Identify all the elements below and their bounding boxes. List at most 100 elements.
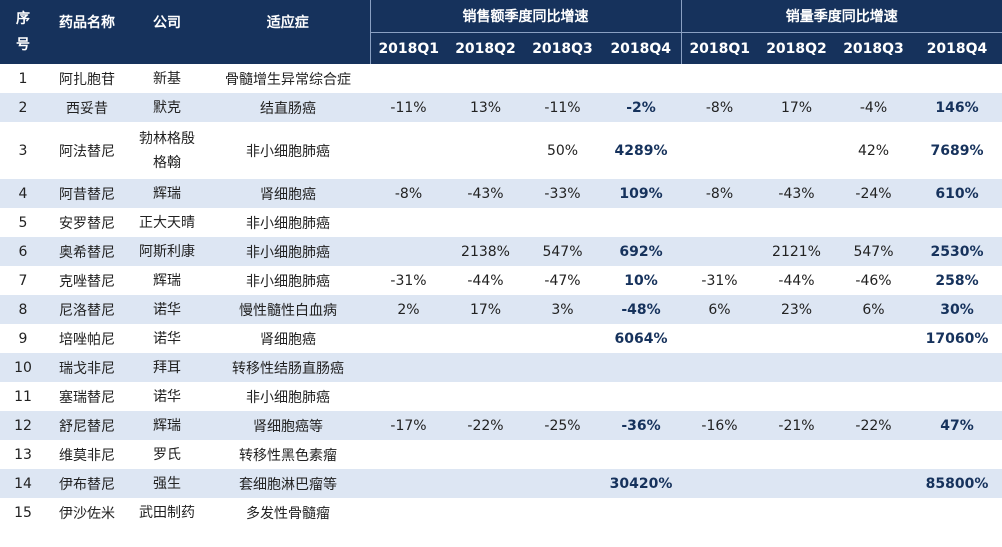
volume-growth-cell: -31%: [681, 266, 758, 295]
sales-growth-cell: [524, 64, 601, 93]
sales-growth-cell: -17%: [370, 411, 447, 440]
volume-growth-cell: [758, 353, 835, 382]
sales-growth-cell: 10%: [601, 266, 681, 295]
sales-growth-cell: [370, 382, 447, 411]
seq-cell: 13: [0, 440, 46, 469]
company-cell: 拜耳: [128, 353, 206, 382]
volume-growth-cell: -21%: [758, 411, 835, 440]
sales-growth-cell: -43%: [447, 179, 524, 208]
volume-growth-cell: [835, 353, 912, 382]
volume-growth-cell: [758, 440, 835, 469]
volume-growth-cell: [835, 382, 912, 411]
seq-cell: 4: [0, 179, 46, 208]
volume-growth-cell: [681, 324, 758, 353]
volume-growth-cell: 30%: [912, 295, 1002, 324]
volume-growth-cell: 6%: [681, 295, 758, 324]
company-cell: 辉瑞: [128, 179, 206, 208]
volume-growth-cell: 6%: [835, 295, 912, 324]
company-cell: 辉瑞: [128, 266, 206, 295]
sales-growth-cell: -11%: [524, 93, 601, 122]
volume-growth-cell: [835, 208, 912, 237]
volume-growth-cell: 258%: [912, 266, 1002, 295]
volume-growth-cell: 2530%: [912, 237, 1002, 266]
drug-name-cell: 伊沙佐米: [46, 498, 128, 527]
sales-growth-cell: -8%: [370, 179, 447, 208]
drug-growth-table: 序 号 药品名称 公司 适应症 销售额季度同比增速 销量季度同比增速 2018Q…: [0, 0, 1002, 527]
volume-growth-cell: -24%: [835, 179, 912, 208]
volume-growth-cell: [835, 469, 912, 498]
table-row: 4 阿昔替尼 辉瑞 肾细胞癌 -8% -43% -33% 109% -8% -43% -24% 610…: [0, 179, 1002, 208]
sales-growth-cell: [447, 353, 524, 382]
sales-growth-cell: 547%: [524, 237, 601, 266]
volume-growth-cell: [681, 208, 758, 237]
sales-growth-cell: 6064%: [601, 324, 681, 353]
volume-growth-cell: [835, 440, 912, 469]
sales-growth-cell: [370, 64, 447, 93]
sales-growth-cell: -11%: [370, 93, 447, 122]
header-volume-growth: 销量季度同比增速: [680, 0, 1002, 33]
indication-cell: 非小细胞肺癌: [206, 122, 370, 179]
drug-name-cell: 塞瑞替尼: [46, 382, 128, 411]
volume-growth-cell: [835, 64, 912, 93]
company-cell: 诺华: [128, 295, 206, 324]
indication-cell: 多发性骨髓瘤: [206, 498, 370, 527]
volume-growth-cell: [758, 64, 835, 93]
volume-growth-cell: [681, 440, 758, 469]
drug-name-cell: 伊布替尼: [46, 469, 128, 498]
volume-growth-cell: -22%: [835, 411, 912, 440]
sales-growth-cell: [524, 469, 601, 498]
sales-growth-cell: [601, 353, 681, 382]
indication-cell: 套细胞淋巴瘤等: [206, 469, 370, 498]
volume-growth-cell: [758, 324, 835, 353]
seq-cell: 5: [0, 208, 46, 237]
sales-quarter-header: 2018Q3: [524, 32, 601, 64]
indication-cell: 转移性结肠直肠癌: [206, 353, 370, 382]
sales-growth-cell: [601, 208, 681, 237]
company-cell: 阿斯利康: [128, 237, 206, 266]
volume-growth-cell: [835, 498, 912, 527]
volume-growth-cell: -46%: [835, 266, 912, 295]
volume-growth-cell: -16%: [681, 411, 758, 440]
drug-name-cell: 奥希替尼: [46, 237, 128, 266]
indication-cell: 非小细胞肺癌: [206, 266, 370, 295]
volume-growth-cell: [681, 64, 758, 93]
volume-growth-cell: -8%: [681, 179, 758, 208]
table-row: 5 安罗替尼 正大天晴 非小细胞肺癌: [0, 208, 1002, 237]
table-row: 12 舒尼替尼 辉瑞 肾细胞癌等 -17% -22% -25% -36% -16% -21% -22…: [0, 411, 1002, 440]
sales-growth-cell: [447, 382, 524, 411]
seq-cell: 3: [0, 122, 46, 179]
volume-growth-cell: [912, 382, 1002, 411]
volume-growth-cell: [912, 498, 1002, 527]
volume-growth-cell: 42%: [835, 122, 912, 179]
volume-growth-cell: [681, 353, 758, 382]
drug-name-cell: 舒尼替尼: [46, 411, 128, 440]
table-row: 2 西妥昔 默克 结直肠癌 -11% 13% -11% -2% -8% 17% -4% 146%: [0, 93, 1002, 122]
drug-name-cell: 瑞戈非尼: [46, 353, 128, 382]
volume-growth-cell: [758, 208, 835, 237]
company-cell: 默克: [128, 93, 206, 122]
sales-growth-cell: -33%: [524, 179, 601, 208]
volume-growth-cell: [912, 64, 1002, 93]
volume-quarter-header: 2018Q3: [835, 32, 912, 64]
sales-growth-cell: -2%: [601, 93, 681, 122]
seq-cell: 1: [0, 64, 46, 93]
drug-name-cell: 阿扎胞苷: [46, 64, 128, 93]
company-cell: 勃林格殷格翰: [128, 122, 206, 179]
volume-growth-cell: 85800%: [912, 469, 1002, 498]
table-row: 1 阿扎胞苷 新基 骨髓增生异常综合症: [0, 64, 1002, 93]
sales-growth-cell: [524, 208, 601, 237]
table-row: 8 尼洛替尼 诺华 慢性髓性白血病 2% 17% 3% -48% 6% 23% 6% 30%: [0, 295, 1002, 324]
sales-quarter-header: 2018Q1: [369, 32, 447, 64]
indication-cell: 慢性髓性白血病: [206, 295, 370, 324]
drug-name-cell: 克唑替尼: [46, 266, 128, 295]
sales-growth-cell: 13%: [447, 93, 524, 122]
indication-cell: 结直肠癌: [206, 93, 370, 122]
sales-growth-cell: 50%: [524, 122, 601, 179]
volume-growth-cell: [912, 353, 1002, 382]
drug-name-cell: 培唑帕尼: [46, 324, 128, 353]
table-row: 11 塞瑞替尼 诺华 非小细胞肺癌: [0, 382, 1002, 411]
sales-growth-cell: [601, 382, 681, 411]
drug-name-cell: 阿昔替尼: [46, 179, 128, 208]
sales-growth-cell: 4289%: [601, 122, 681, 179]
indication-cell: 肾细胞癌: [206, 179, 370, 208]
